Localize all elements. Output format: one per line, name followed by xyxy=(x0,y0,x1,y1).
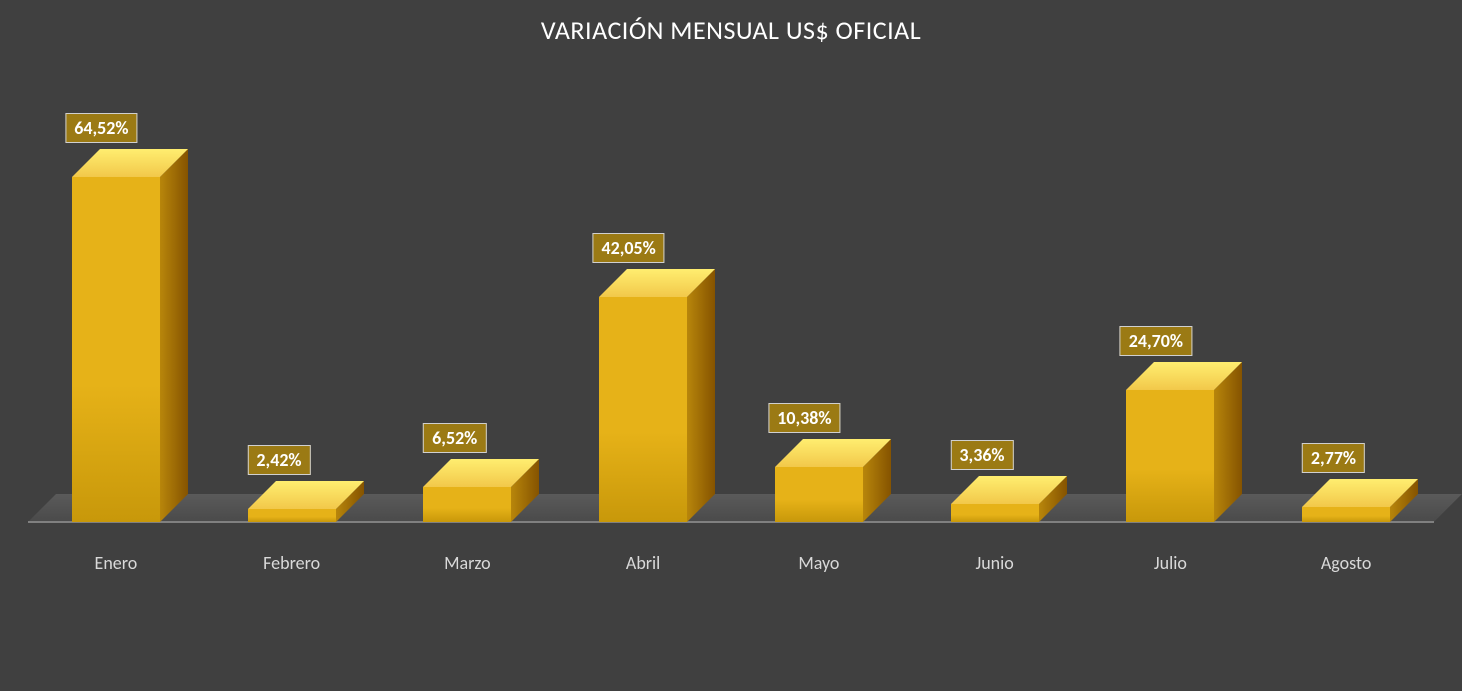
category-label-7: Agosto xyxy=(1258,552,1434,574)
chart-title: VARIACIÓN MENSUAL US$ OFICIAL xyxy=(0,14,1462,46)
data-label-6: 24,70% xyxy=(1120,326,1192,356)
bar-front xyxy=(423,487,511,522)
bar-0: 64,52% xyxy=(28,120,204,522)
bar-front xyxy=(1126,390,1214,522)
bar-2: 6,52% xyxy=(380,120,556,522)
data-label-4: 10,38% xyxy=(768,403,840,433)
bar-front xyxy=(248,509,336,522)
bar-chart: VARIACIÓN MENSUAL US$ OFICIAL 64,52% 2,42… xyxy=(0,0,1462,691)
data-label-7: 2,77% xyxy=(1302,443,1365,473)
bar-5: 3,36% xyxy=(907,120,1083,522)
category-label-4: Mayo xyxy=(731,552,907,574)
bar-3: 42,05% xyxy=(555,120,731,522)
data-label-5: 3,36% xyxy=(950,440,1013,470)
category-label-1: Febrero xyxy=(204,552,380,574)
bar-4: 10,38% xyxy=(731,120,907,522)
data-label-2: 6,52% xyxy=(423,423,486,453)
bar-front xyxy=(775,467,863,522)
bar-front xyxy=(72,177,160,522)
bar-side xyxy=(1214,362,1242,522)
bar-7: 2,77% xyxy=(1258,120,1434,522)
category-label-0: Enero xyxy=(28,552,204,574)
bar-6: 24,70% xyxy=(1083,120,1259,522)
data-label-1: 2,42% xyxy=(247,445,310,475)
data-label-3: 42,05% xyxy=(593,233,665,263)
bar-side xyxy=(687,269,715,522)
plot-area: 64,52% 2,42% 6,52% 42,05% 10,38% 3,36% 24,70% 2… xyxy=(28,120,1434,522)
data-label-0: 64,52% xyxy=(65,113,137,143)
bar-1: 2,42% xyxy=(204,120,380,522)
category-label-6: Julio xyxy=(1083,552,1259,574)
bar-front xyxy=(599,297,687,522)
category-label-5: Junio xyxy=(907,552,1083,574)
bar-side xyxy=(160,149,188,522)
bar-front xyxy=(1302,507,1390,522)
bar-front xyxy=(951,504,1039,522)
category-label-3: Abril xyxy=(555,552,731,574)
category-label-2: Marzo xyxy=(380,552,556,574)
